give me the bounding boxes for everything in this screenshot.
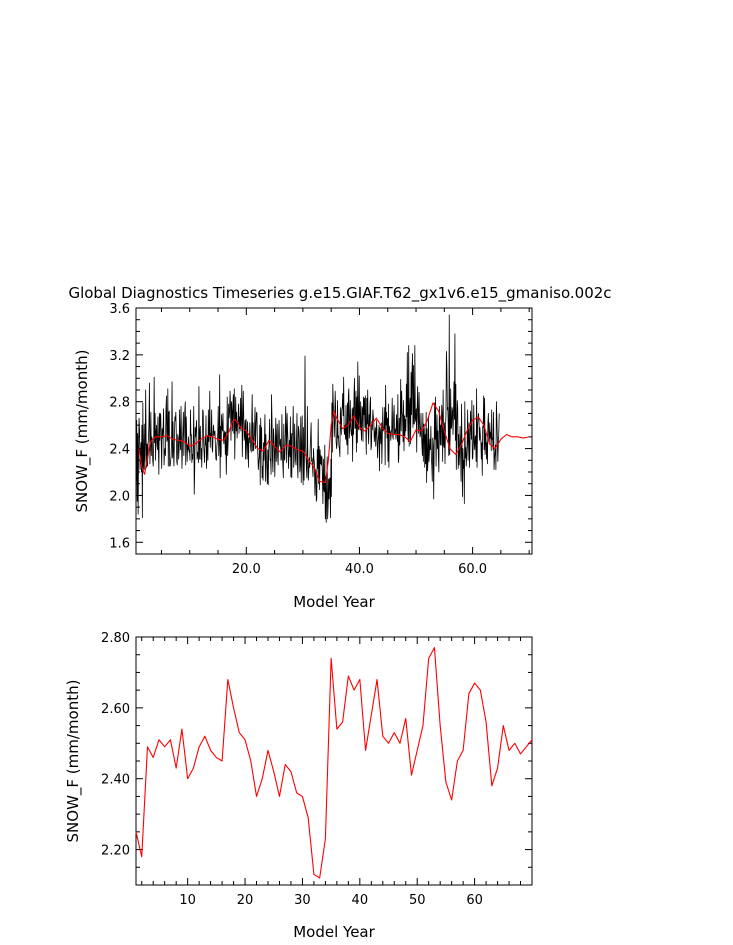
x-tick-label-bottom: 50 [409, 893, 426, 908]
y-tick-label-top: 3.6 [109, 302, 130, 317]
x-tick-label-bottom: 60 [466, 893, 483, 908]
y-tick-label-bottom: 2.40 [101, 773, 130, 788]
series-annual-line [135, 647, 533, 879]
y-tick-label-top: 2.4 [109, 443, 130, 458]
plot-frame-top [135, 307, 533, 555]
x-tick-label-bottom: 30 [294, 893, 311, 908]
series-group-bottom [135, 647, 533, 879]
x-tick-label-bottom: 10 [179, 893, 196, 908]
x-axis-label-top: Model Year [293, 593, 375, 611]
tick-group-top: 20.0 40.0 60.0 1.6 2.0 2.4 2.8 3.2 3.6 [109, 302, 532, 577]
y-tick-label-top: 2.8 [109, 396, 130, 411]
series-smoothed-line [138, 402, 530, 484]
x-axis-label-bottom: Model Year [293, 923, 375, 941]
y-tick-label-top: 1.6 [109, 536, 130, 551]
y-tick-label-top: 2.0 [109, 489, 130, 504]
chart-bottom: 10 20 30 40 50 602.202.402.602.80 Model Year … [64, 631, 533, 941]
y-tick-label-top: 3.2 [109, 349, 130, 364]
series-monthly-line [135, 314, 500, 523]
chart-top: 20.0 40.0 60.0 1.6 2.0 2.4 2.8 3.2 3.6 Model Yea… [73, 302, 533, 611]
x-tick-label-bottom: 20 [237, 893, 254, 908]
series-group-top [135, 314, 530, 523]
x-tick-label-top: 60.0 [458, 562, 487, 577]
y-tick-label-bottom: 2.80 [101, 631, 130, 646]
y-tick-label-bottom: 2.60 [101, 702, 130, 717]
figure-title: Global Diagnostics Timeseries g.e15.GIAF… [68, 284, 611, 303]
tick-group-bottom: 10 20 30 40 50 60 2.20 2.40 2.60 2.80 [101, 631, 533, 908]
x-tick-label-top: 20.0 [232, 562, 261, 577]
y-axis-label-top: SNOW_F (mm/month) [73, 350, 92, 513]
y-axis-label-bottom: SNOW_F (mm/month) [64, 680, 83, 843]
y-tick-label-bottom: 2.20 [101, 844, 130, 859]
x-tick-label-bottom: 40 [352, 893, 369, 908]
x-tick-label-top: 40.0 [345, 562, 374, 577]
